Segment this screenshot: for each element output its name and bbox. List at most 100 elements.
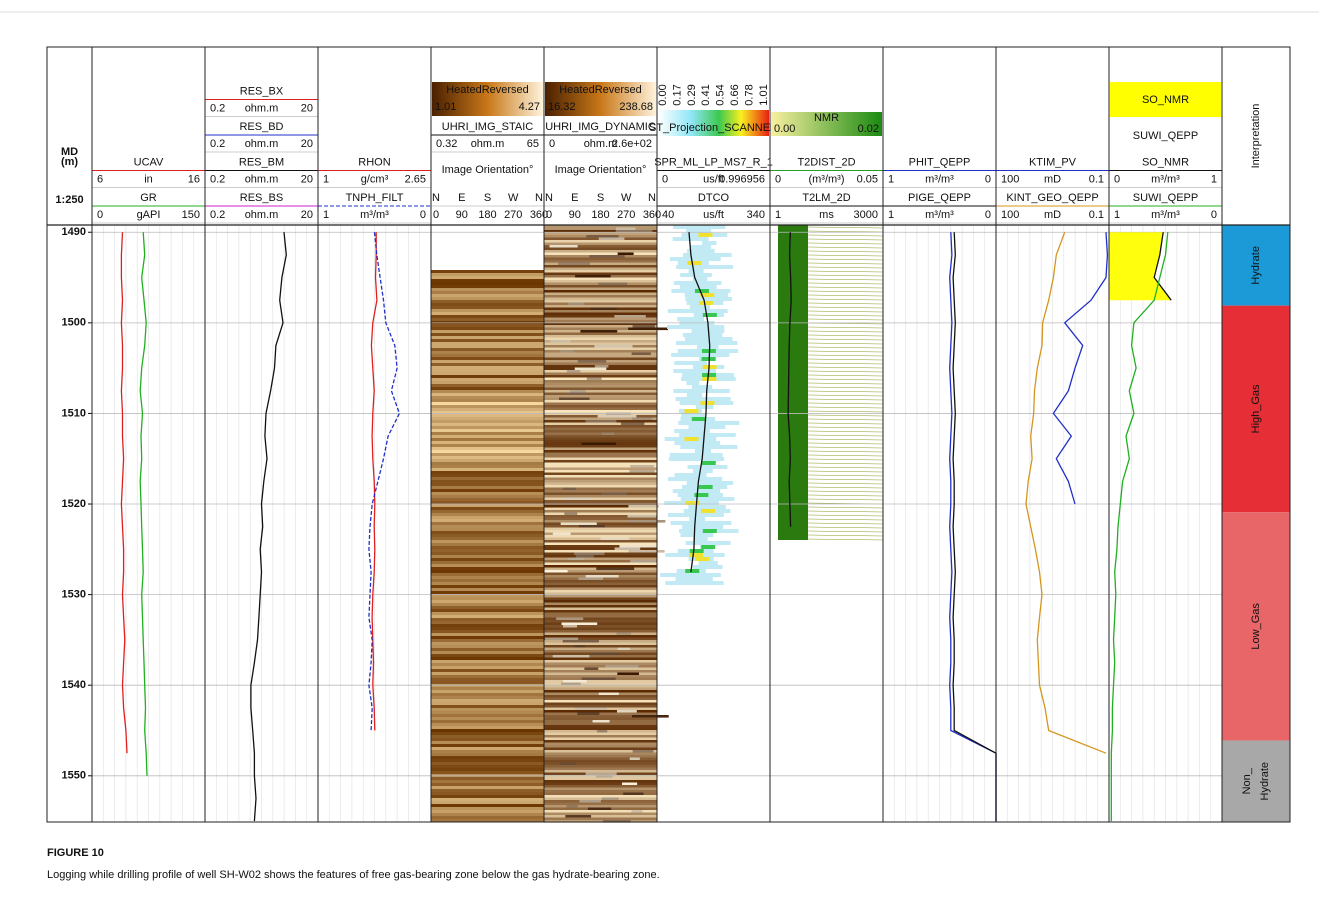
image-stripe xyxy=(630,560,656,563)
nmr-trace xyxy=(808,531,883,532)
image-blob xyxy=(688,505,725,509)
image-stripe xyxy=(431,669,544,672)
image-stripe xyxy=(544,633,657,636)
curve-name: UCAV xyxy=(134,156,164,168)
image-stripe xyxy=(579,800,601,803)
nmr-trace xyxy=(808,447,883,448)
image-stripe xyxy=(431,777,544,780)
nmr-trace xyxy=(808,255,883,256)
image-stripe xyxy=(544,313,657,316)
scale-right: 0 xyxy=(985,173,991,185)
nmr-trace xyxy=(808,383,883,384)
image-stripe xyxy=(431,438,544,441)
image-stripe xyxy=(591,308,617,311)
image-stripe xyxy=(544,343,657,346)
image-stripe xyxy=(544,400,657,403)
image-stripe xyxy=(629,470,654,473)
image-blob xyxy=(699,301,713,305)
scale-unit: in xyxy=(144,173,153,185)
image-stripe xyxy=(431,420,544,423)
image-stripe xyxy=(431,282,544,285)
image-stripe xyxy=(544,798,657,801)
image-stripe xyxy=(580,330,617,333)
image-stripe xyxy=(431,711,544,714)
nmr-trace xyxy=(808,251,883,252)
image-blob xyxy=(703,529,717,533)
log-curve xyxy=(251,232,286,821)
image-stripe xyxy=(614,315,645,318)
image-stripe xyxy=(544,605,657,608)
nmr-trace xyxy=(808,495,883,496)
image-blob xyxy=(673,369,716,373)
image-stripe xyxy=(585,420,616,423)
image-stripe xyxy=(431,360,544,363)
image-stripe xyxy=(621,423,644,426)
scale-right: 0.1 xyxy=(1089,209,1104,221)
image-stripe xyxy=(564,513,577,516)
image-stripe xyxy=(550,340,570,343)
colorbar-max: 4.27 xyxy=(519,101,540,113)
scale-unit: ohm.m xyxy=(245,209,279,221)
nmr-trace xyxy=(808,491,883,492)
image-stripe xyxy=(431,312,544,315)
image-stripe xyxy=(431,342,544,345)
image-stripe xyxy=(544,660,657,663)
image-blob xyxy=(686,381,699,385)
image-stripe xyxy=(431,636,544,639)
scale-unit: ohm.m xyxy=(245,102,279,114)
nmr-trace xyxy=(808,483,883,484)
image-stripe xyxy=(544,555,657,558)
image-stripe xyxy=(431,798,544,801)
image-stripe xyxy=(431,717,544,720)
depth-label: 1510 xyxy=(62,407,86,419)
image-stripe xyxy=(431,603,544,606)
image-stripe xyxy=(544,480,657,483)
orientation-degree: 0 xyxy=(546,209,552,221)
nmr-trace xyxy=(808,443,883,444)
image-stripe xyxy=(629,550,665,553)
image-stripe xyxy=(431,276,544,279)
image-stripe xyxy=(431,771,544,774)
nmr-trace xyxy=(808,431,883,432)
nmr-trace xyxy=(808,375,883,376)
orientation-degree: 0 xyxy=(433,209,439,221)
nmr-trace xyxy=(808,367,883,368)
image-blob xyxy=(669,457,724,461)
image-stripe xyxy=(553,655,590,658)
image-stripe xyxy=(544,320,657,323)
nmr-trace xyxy=(808,411,883,412)
image-stripe xyxy=(544,665,657,668)
image-stripe xyxy=(563,680,587,683)
image-stripe xyxy=(556,618,583,621)
image-stripe xyxy=(431,471,544,474)
image-stripe xyxy=(544,440,657,443)
image-blob xyxy=(680,445,737,449)
image-stripe xyxy=(431,642,544,645)
image-stripe xyxy=(562,623,598,626)
image-blob xyxy=(673,225,725,229)
image-stripe xyxy=(544,725,657,728)
image-stripe xyxy=(544,565,657,568)
spectrum-tick: 0.00 xyxy=(657,84,669,105)
image-stripe xyxy=(431,564,544,567)
image-stripe xyxy=(431,735,544,738)
image-stripe xyxy=(431,327,544,330)
image-stripe xyxy=(630,465,653,468)
nmr-trace xyxy=(808,395,883,396)
scale-right: 20 xyxy=(301,102,313,114)
image-stripe xyxy=(431,630,544,633)
image-blob xyxy=(702,357,716,361)
image-stripe xyxy=(544,540,657,543)
image-stripe xyxy=(545,638,578,641)
image-stripe xyxy=(544,390,657,393)
image-stripe xyxy=(431,528,544,531)
image-stripe xyxy=(597,730,607,733)
image-stripe xyxy=(431,552,544,555)
image-stripe xyxy=(431,768,544,771)
nmr-trace xyxy=(808,331,883,332)
image-stripe xyxy=(544,455,657,458)
image-stripe xyxy=(431,384,544,387)
image-stripe xyxy=(431,333,544,336)
scale-left: 0 xyxy=(775,173,781,185)
image-stripe xyxy=(431,573,544,576)
